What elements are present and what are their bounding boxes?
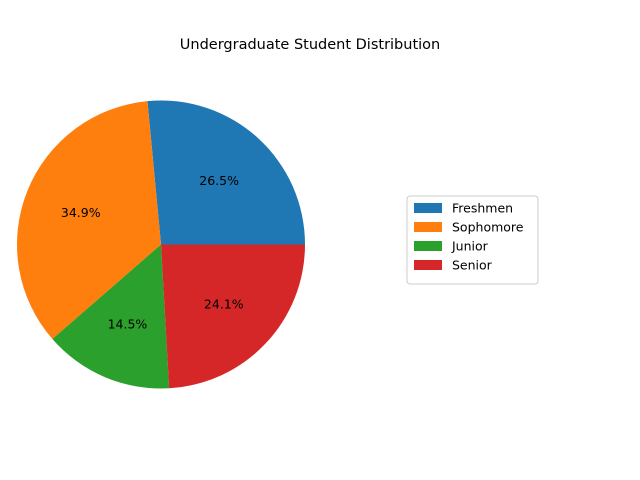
legend-label-freshmen: Freshmen xyxy=(452,201,513,216)
legend-swatch-junior xyxy=(414,241,442,251)
pie-slices xyxy=(17,100,305,389)
percent-label-sophomore: 34.9% xyxy=(61,205,101,220)
legend-swatch-senior xyxy=(414,260,442,270)
legend-swatch-freshmen xyxy=(414,203,442,213)
legend-label-senior: Senior xyxy=(452,258,493,273)
pie-slice-junior xyxy=(52,244,170,389)
legend-swatch-sophomore xyxy=(414,222,442,232)
pie-slice-freshmen xyxy=(147,100,305,245)
legend: Freshmen Sophomore Junior Senior xyxy=(406,195,539,285)
chart-title: Undergraduate Student Distribution xyxy=(180,37,440,53)
percent-label-senior: 24.1% xyxy=(204,296,244,311)
pie-slice-sophomore xyxy=(17,101,162,340)
percent-label-junior: 14.5% xyxy=(108,317,148,332)
legend-label-junior: Junior xyxy=(451,239,489,254)
pie-percent-labels: 26.5% 34.9% 14.5% 24.1% xyxy=(61,173,244,332)
percent-label-freshmen: 26.5% xyxy=(199,173,239,188)
legend-label-sophomore: Sophomore xyxy=(452,220,524,235)
pie-slice-senior xyxy=(161,244,305,389)
